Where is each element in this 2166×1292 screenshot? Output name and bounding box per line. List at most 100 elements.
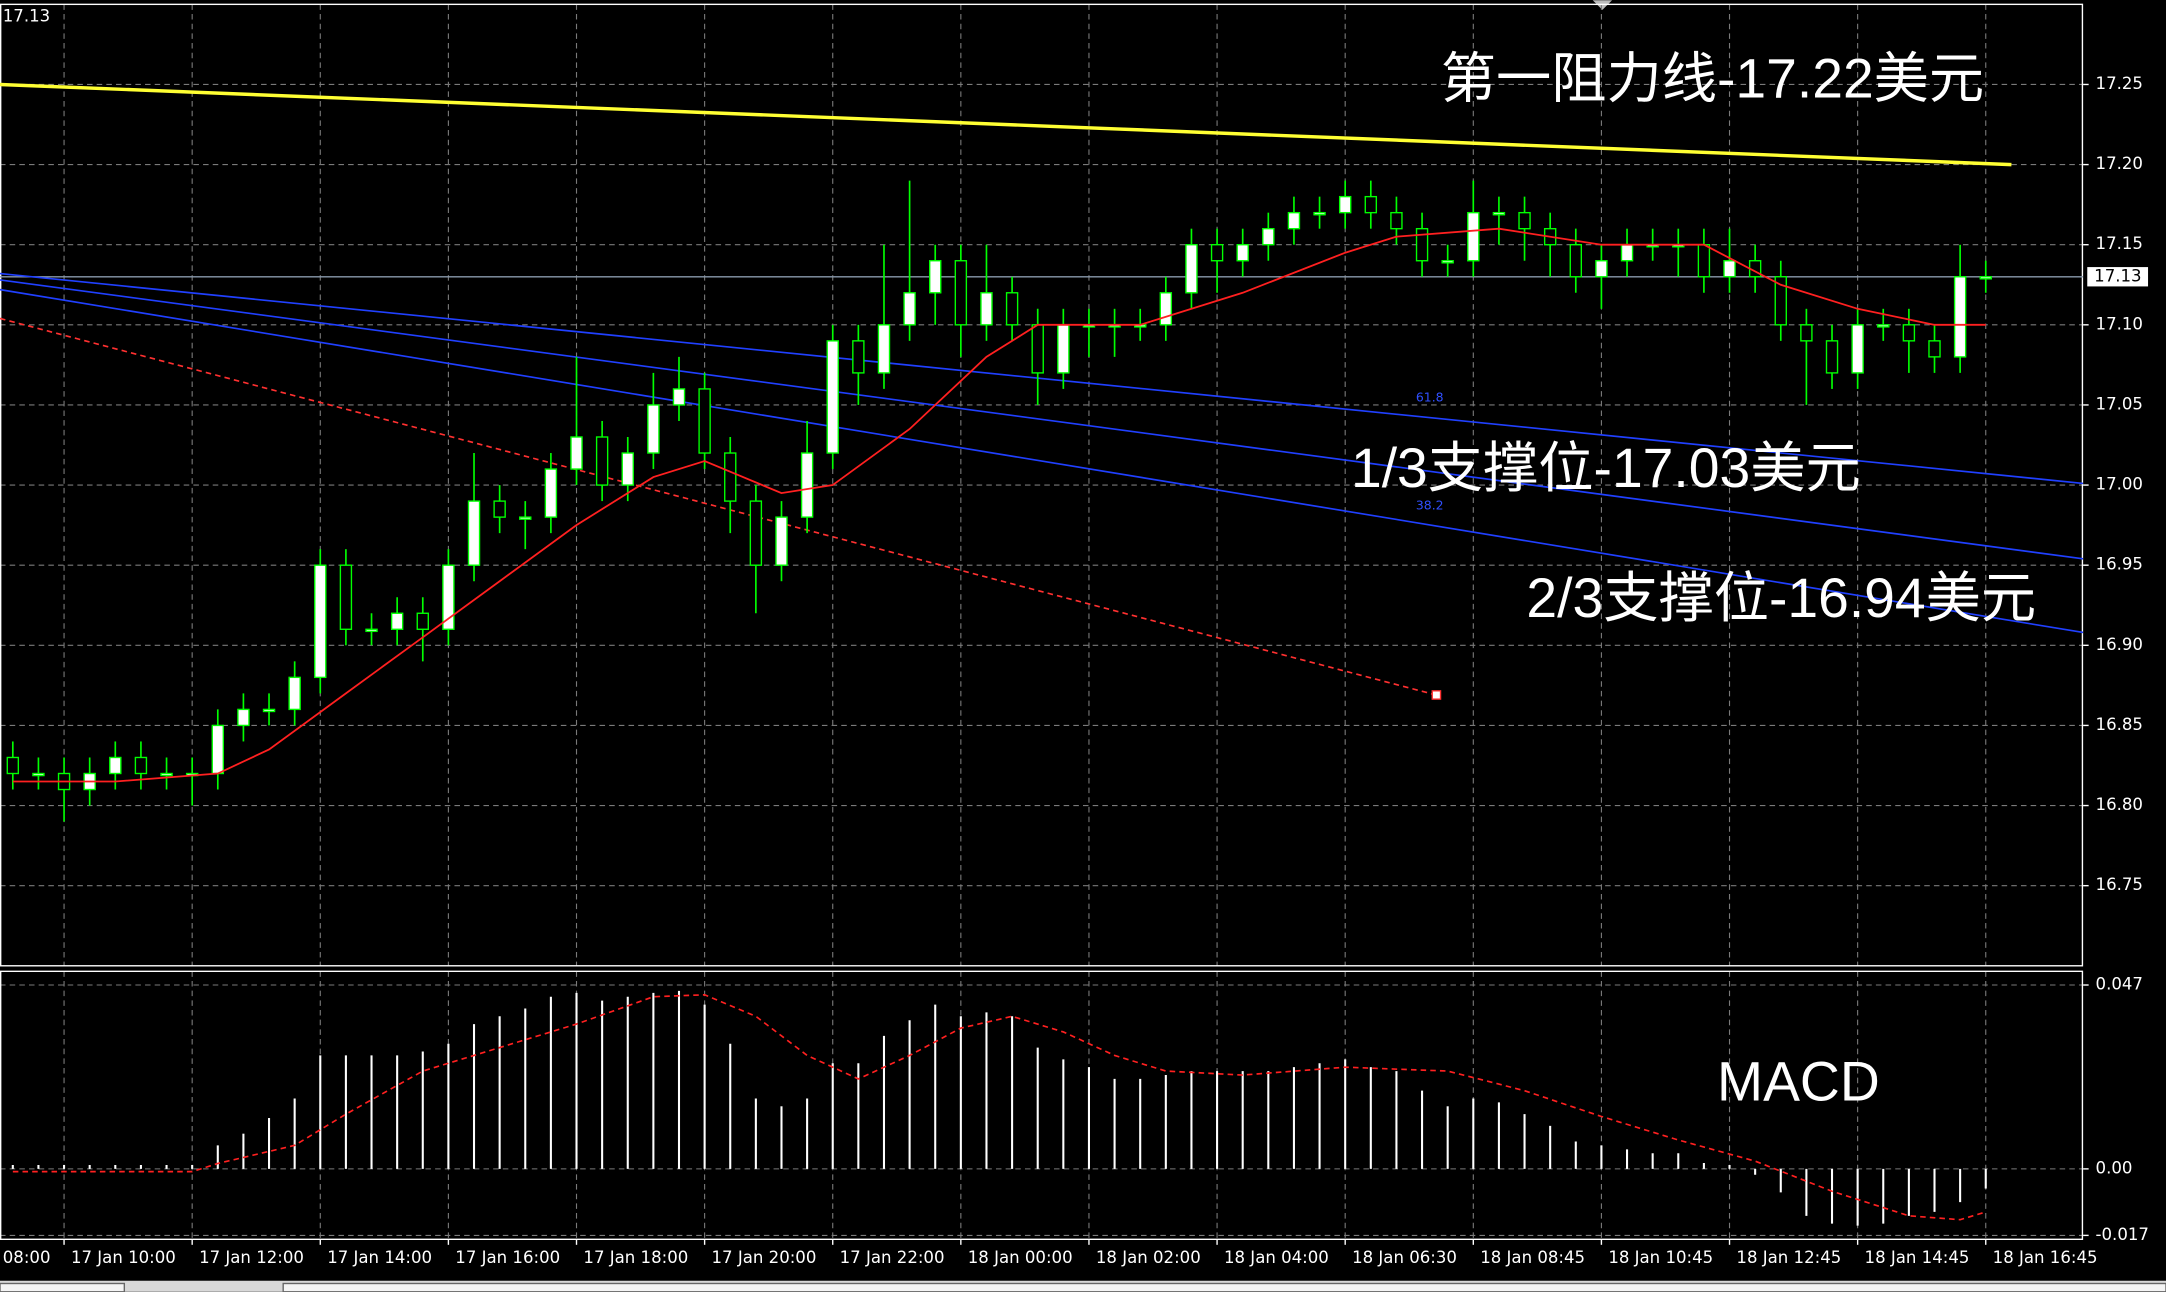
candle-body [1313, 211, 1326, 216]
x-tick-label: 18 Jan 12:45 [1736, 1248, 1841, 1267]
trendline [0, 288, 2084, 634]
tab[interactable] [0, 1282, 126, 1292]
x-tick-label: 18 Jan 06:30 [1352, 1248, 1457, 1267]
candle-body [109, 756, 122, 775]
scrollbar[interactable] [282, 1282, 2166, 1292]
candle-body [595, 436, 609, 486]
y-tick-label: 16.75 [2096, 875, 2143, 894]
x-tick-label: 17 Jan 14:00 [327, 1248, 432, 1267]
shift-marker [1592, 0, 1613, 10]
candle-body [32, 772, 45, 777]
y-tick-label: 0.047 [2096, 975, 2143, 994]
trendline [0, 279, 2084, 560]
panel-border [0, 3, 2084, 967]
candle-body [1851, 324, 1864, 374]
candle-body [775, 516, 788, 566]
candle-body [1979, 276, 1992, 280]
candle-body [237, 708, 250, 727]
candle-body [570, 436, 583, 470]
panel-border [0, 970, 2084, 1240]
candle-body [1210, 244, 1224, 262]
candle-body [672, 388, 686, 406]
fib-label: 38.2 [1416, 497, 1444, 512]
candle-body [1287, 211, 1301, 230]
annotation: 第一阻力线-17.22美元 [1441, 48, 1984, 110]
candle-body [1620, 244, 1634, 262]
annotation: 2/3支撑位-16.94美元 [1526, 567, 2036, 629]
candle-body [1518, 211, 1531, 230]
y-tick-label: 17.05 [2096, 394, 2143, 413]
candle-body [339, 564, 353, 630]
candle-body [980, 292, 993, 326]
x-tick-label: 18 Jan 02:00 [1096, 1248, 1201, 1267]
candle-body [877, 324, 891, 374]
plot-area [0, 82, 2084, 822]
candle-body [647, 404, 660, 454]
y-tick-label: 16.90 [2096, 635, 2143, 654]
candle-body [1825, 340, 1839, 374]
macd-signal [12, 993, 1986, 1221]
y-tick-label: 17.00 [2096, 475, 2143, 494]
trendline-end [1431, 690, 1442, 700]
y-tick-label: -0.017 [2096, 1225, 2149, 1244]
candle-body [211, 724, 225, 775]
candle-body [416, 612, 429, 630]
x-tick-label: 18 Jan 16:45 [1993, 1248, 2098, 1267]
trendline [0, 82, 2012, 167]
candle-body [1800, 324, 1813, 342]
current-price-box [2087, 267, 2149, 287]
candle-body [1057, 324, 1070, 374]
candle-body [1697, 244, 1711, 278]
candle-body [160, 772, 173, 777]
fib-label: 61.8 [1416, 390, 1444, 405]
candle-body [621, 452, 634, 486]
candle-body [314, 564, 327, 679]
x-tick-label: 17 Jan 10:00 [71, 1248, 176, 1267]
x-tick-label: 17 Jan 16:00 [455, 1248, 560, 1267]
x-tick-label: 08:00 [3, 1248, 51, 1267]
candle-body [1031, 324, 1044, 374]
candle-body [1185, 244, 1198, 294]
candle-body [1569, 244, 1583, 278]
y-tick-label: 0.00 [2096, 1158, 2133, 1177]
candle-body [1467, 211, 1480, 262]
candle-body [6, 756, 20, 775]
candle-body [390, 612, 404, 630]
candle-body [1953, 276, 1967, 358]
candle-body [1774, 276, 1787, 326]
candle-body [1338, 195, 1352, 214]
y-tick-label: 16.95 [2096, 555, 2143, 574]
candle-body [1877, 324, 1890, 328]
candle-body [1159, 292, 1173, 326]
candle-body [1492, 211, 1506, 216]
candle-body [1390, 211, 1403, 230]
candle-body [1262, 227, 1275, 246]
top-price-label: 17.13 [3, 6, 50, 25]
y-tick-label: 17.15 [2096, 234, 2143, 253]
candle-body [544, 468, 558, 518]
candle-body [903, 292, 916, 326]
candle-body [929, 260, 942, 294]
candle-body [1441, 260, 1454, 264]
candle-body [749, 500, 763, 566]
y-tick-label: 16.80 [2096, 795, 2143, 814]
candle-body [493, 500, 506, 518]
y-tick-label: 17.20 [2096, 154, 2143, 173]
plot-area [11, 990, 1987, 1226]
current-price-label: 17.13 [2094, 266, 2141, 285]
x-tick-label: 17 Jan 12:00 [199, 1248, 304, 1267]
panel-title: MACD [1717, 1051, 1880, 1113]
candle-body [826, 340, 839, 454]
x-tick-label: 18 Jan 10:45 [1608, 1248, 1713, 1267]
x-tick-label: 18 Jan 04:00 [1224, 1248, 1329, 1267]
moving-average [12, 227, 1986, 783]
trendline [0, 272, 2084, 485]
candle-body [698, 388, 711, 454]
candle-body [1364, 195, 1378, 214]
candle-body [288, 676, 301, 711]
x-tick-label: 18 Jan 08:45 [1480, 1248, 1585, 1267]
candle-body [134, 756, 148, 775]
y-tick-label: 17.25 [2096, 74, 2143, 93]
x-tick-label: 18 Jan 00:00 [968, 1248, 1073, 1267]
